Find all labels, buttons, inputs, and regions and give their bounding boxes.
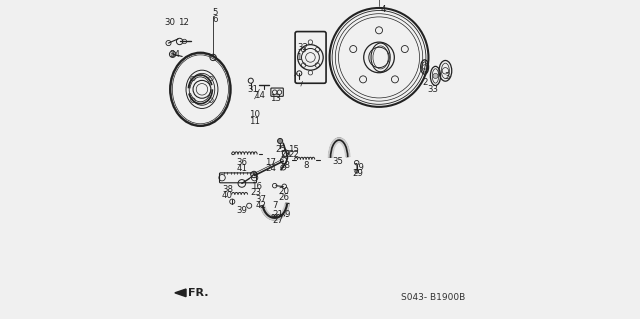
Text: 14: 14 [254, 91, 265, 100]
Text: 20: 20 [279, 187, 290, 196]
Text: 11: 11 [249, 117, 260, 126]
Text: S043- B1900B: S043- B1900B [401, 293, 465, 302]
Text: 28: 28 [280, 150, 291, 159]
Text: 23: 23 [251, 188, 262, 197]
Text: 3: 3 [444, 72, 450, 81]
Text: 34: 34 [170, 50, 180, 59]
Text: 33: 33 [428, 85, 439, 94]
Text: 18: 18 [280, 161, 291, 170]
Text: 24: 24 [265, 164, 276, 173]
Circle shape [355, 169, 358, 173]
Text: 37: 37 [255, 195, 266, 204]
Text: 36: 36 [236, 158, 247, 167]
Text: 39: 39 [236, 206, 247, 215]
Text: 40: 40 [222, 191, 233, 200]
Text: 10: 10 [249, 110, 260, 119]
Text: 13: 13 [270, 94, 281, 103]
Text: 15: 15 [289, 145, 300, 154]
Text: 29: 29 [353, 169, 364, 178]
Text: 35: 35 [332, 157, 343, 166]
Text: 2: 2 [422, 78, 428, 87]
Text: 8: 8 [303, 161, 308, 170]
Text: 16: 16 [251, 182, 262, 191]
Text: 6: 6 [212, 15, 218, 24]
Text: 7: 7 [272, 201, 278, 210]
Text: 17: 17 [265, 158, 276, 167]
Text: 42: 42 [255, 201, 266, 210]
Text: 30: 30 [164, 18, 175, 27]
Text: 12: 12 [178, 18, 189, 27]
Text: FR.: FR. [188, 288, 208, 298]
Text: 26: 26 [279, 193, 290, 202]
Circle shape [433, 73, 438, 78]
Text: 31: 31 [248, 85, 259, 94]
Text: 32: 32 [297, 43, 308, 52]
Text: 22: 22 [289, 150, 300, 159]
Text: 21: 21 [273, 210, 284, 219]
Text: 19: 19 [353, 163, 364, 172]
Text: 38: 38 [222, 185, 233, 194]
Text: 4: 4 [381, 5, 387, 14]
Polygon shape [175, 289, 186, 297]
Text: 9: 9 [285, 210, 290, 219]
Circle shape [278, 138, 283, 144]
Text: 25: 25 [276, 145, 287, 154]
Text: 1: 1 [296, 53, 302, 62]
Text: 5: 5 [212, 8, 218, 17]
Text: 41: 41 [236, 164, 247, 173]
Text: 27: 27 [273, 216, 284, 225]
